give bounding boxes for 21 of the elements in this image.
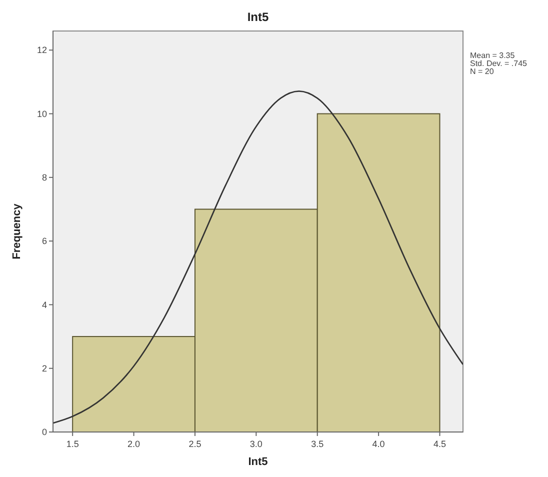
text: Std. Dev. = .745 (470, 59, 528, 68)
x-tick-label: 2.0 (128, 439, 140, 449)
x-axis-title: Int5 (248, 456, 268, 468)
x-tick-label: 4.5 (433, 439, 446, 449)
y-tick-label: 0 (42, 427, 47, 438)
y-tick-label: 6 (42, 236, 47, 246)
text: N = 20 (470, 67, 494, 76)
x-tick-label: 3.5 (311, 439, 324, 449)
y-tick-label: 12 (36, 45, 47, 56)
y-axis-title: Frequency (11, 202, 23, 260)
x-tick-label: 3.0 (250, 439, 262, 449)
y-tick-label: 4 (42, 300, 47, 310)
x-tick-label: 4.0 (372, 439, 385, 449)
x-tick-label: 2.5 (188, 439, 202, 449)
y-tick-label: 2 (42, 364, 47, 374)
y-tick-label: 10 (36, 108, 47, 119)
x-tick-label: 1.5 (66, 439, 79, 449)
chart-title: Int5 (247, 10, 269, 24)
line-series (53, 90, 463, 424)
text: Mean = 3.35 (470, 51, 516, 60)
y-tick-label: 8 (42, 172, 47, 183)
